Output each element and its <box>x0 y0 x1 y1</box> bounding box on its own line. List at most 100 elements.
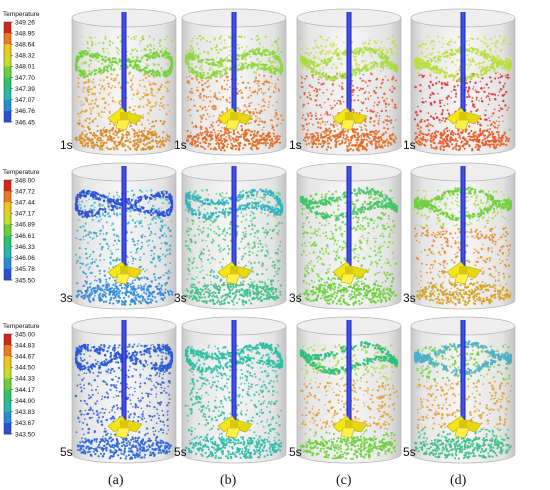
time-label: 1s <box>403 138 416 152</box>
column-label: (d) <box>450 473 467 488</box>
impeller-shaft <box>231 320 237 424</box>
colorbar-segment <box>4 334 11 346</box>
colorbar-tick-label: 346.06 <box>15 255 35 262</box>
time-label: 3s <box>60 291 73 305</box>
impeller-shaft <box>460 320 466 424</box>
time-label: 1s <box>174 138 187 152</box>
simulation-panel-2-4 <box>410 162 516 310</box>
simulation-panel-1-1 <box>71 8 177 156</box>
impeller-shaft <box>231 12 237 116</box>
impeller-shaft <box>460 12 466 116</box>
colorbar-segment <box>4 367 11 379</box>
colorbar-tick-label: 344.17 <box>15 387 35 394</box>
colorbar-tick-label: 346.89 <box>15 222 35 229</box>
colorbar-segment <box>4 88 11 101</box>
surface-ring-band <box>184 48 284 80</box>
impeller-shaft <box>121 166 127 270</box>
time-label: 5s <box>403 445 416 459</box>
colorbar-segment <box>4 356 11 368</box>
colorbar-segment <box>4 400 11 413</box>
simulation-panel-1-4 <box>410 8 516 156</box>
colorbar-segment <box>4 246 11 259</box>
colorbar-tick-label: 346.76 <box>15 108 35 115</box>
simulation-panel-3-2 <box>181 316 287 464</box>
simulation-panel-2-2 <box>181 162 287 310</box>
colorbar-tick-label: 344.33 <box>15 376 35 383</box>
colorbar-title: Temperature <box>3 323 40 330</box>
colorbar-tick-label: 344.67 <box>15 354 35 361</box>
time-label: 5s <box>174 445 187 459</box>
colorbar-tick-label: 348.00 <box>15 177 35 184</box>
colorbar-tick-label: 346.33 <box>15 244 35 251</box>
colorbar-segment <box>4 44 11 56</box>
impeller <box>107 415 143 439</box>
simulation-panel-3-3 <box>296 316 402 464</box>
particle-cloud <box>298 189 398 306</box>
colorbar-segment <box>4 389 11 402</box>
surface-ring-band <box>74 190 174 219</box>
colorbar-tick-label: 346.61 <box>15 233 35 240</box>
time-label: 5s <box>60 445 73 459</box>
impeller <box>332 107 368 131</box>
colorbar-segment <box>4 191 11 203</box>
surface-ring-band <box>184 188 284 221</box>
impeller-shaft <box>121 12 127 116</box>
colorbar-tick-label: 348.64 <box>15 42 35 49</box>
colorbar-tick-label: 347.44 <box>15 200 35 207</box>
time-label: 1s <box>289 138 302 152</box>
surface-ring-band <box>74 49 174 79</box>
impeller <box>446 415 482 439</box>
colorbar-segment <box>4 235 11 248</box>
colorbar-tick-label: 343.67 <box>15 420 35 427</box>
impeller <box>446 107 482 131</box>
time-label: 3s <box>174 291 187 305</box>
surface-ring-band <box>299 186 399 222</box>
impeller <box>332 415 368 439</box>
surface-ring-band <box>299 46 399 82</box>
time-label: 3s <box>403 291 416 305</box>
colorbar-segment <box>4 411 11 424</box>
column-label: (a) <box>108 473 124 488</box>
simulation-panel-3-4 <box>410 316 516 464</box>
colorbar-segment <box>4 378 11 390</box>
simulation-panel-2-3 <box>296 162 402 310</box>
impeller-shaft <box>346 166 352 270</box>
colorbar-tick-label: 347.07 <box>15 97 35 104</box>
colorbar-tick-label: 343.50 <box>15 431 35 438</box>
simulation-panel-3-1 <box>71 316 177 464</box>
colorbar-tick-label: 347.72 <box>15 188 35 195</box>
colorbar-tick-label: 347.39 <box>15 86 35 93</box>
colorbar-tick-label: 345.50 <box>15 277 35 284</box>
colorbar-title: Temperature <box>3 11 40 18</box>
colorbar-tick-label: 348.01 <box>15 64 35 71</box>
colorbar-tick-label: 346.45 <box>15 119 35 126</box>
simulation-panel-1-3 <box>296 8 402 156</box>
column-label: (c) <box>336 473 352 488</box>
time-label: 1s <box>60 138 73 152</box>
colorbar-tick-label: 349.26 <box>15 19 35 26</box>
impeller <box>332 261 368 285</box>
colorbar-segment <box>4 22 11 34</box>
impeller-shaft <box>460 166 466 270</box>
impeller <box>107 261 143 285</box>
time-label: 5s <box>289 445 302 459</box>
colorbar-tick-label: 347.17 <box>15 211 35 218</box>
colorbar-segment <box>4 33 11 45</box>
colorbar-title: Temperature <box>3 169 40 176</box>
simulation-panel-1-2 <box>181 8 287 156</box>
impeller-shaft <box>121 320 127 424</box>
colorbar-segment <box>4 202 11 214</box>
particle-cloud <box>74 35 173 152</box>
particle-cloud <box>413 35 513 152</box>
colorbar-segment <box>4 257 11 270</box>
colorbar-segment <box>4 66 11 78</box>
impeller-shaft <box>231 166 237 270</box>
colorbar-segment <box>4 224 11 236</box>
colorbar-tick-label: 347.70 <box>15 75 35 82</box>
colorbar-tick-label: 344.00 <box>15 398 35 405</box>
impeller-shaft <box>346 12 352 116</box>
colorbar-segment <box>4 345 11 357</box>
